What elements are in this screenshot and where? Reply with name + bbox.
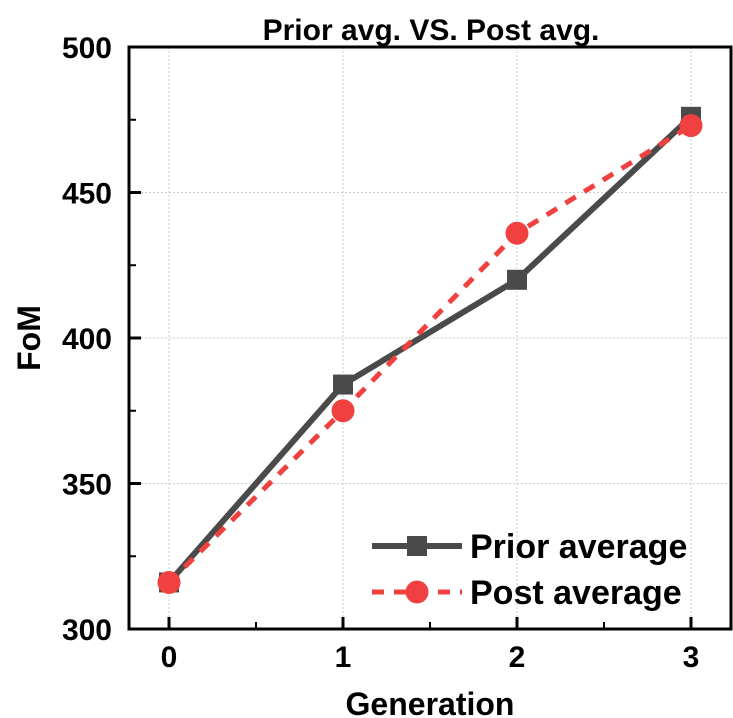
chart-title: Prior avg. VS. Post avg.	[263, 14, 600, 47]
x-tick-label: 1	[335, 641, 352, 674]
legend: Prior average Post average	[372, 528, 687, 612]
series-line-2	[167, 123, 693, 585]
legend-marker-2	[405, 580, 429, 604]
series-group	[157, 106, 703, 594]
y-tick-label: 350	[62, 469, 112, 502]
x-tick-label: 0	[161, 641, 178, 674]
axis-ticks: 300 350 400 450 500 0 1 2 3	[62, 32, 699, 674]
x-tick-label: 3	[683, 641, 700, 674]
data-point-2	[157, 570, 181, 594]
y-axis-label: FoM	[11, 305, 47, 371]
data-point-2	[331, 399, 355, 423]
y-tick-label: 450	[62, 178, 112, 211]
legend-marker-1	[407, 536, 427, 556]
legend-label-2: Post average	[470, 574, 682, 612]
data-point-1	[506, 269, 527, 290]
data-point-2	[679, 114, 703, 138]
y-tick-label: 400	[62, 323, 112, 356]
y-tick-label: 500	[62, 32, 112, 65]
data-point-2	[505, 221, 529, 245]
y-tick-label: 300	[62, 614, 112, 647]
series-line-1	[166, 114, 694, 585]
grid	[129, 47, 731, 629]
x-axis-label: Generation	[346, 686, 515, 718]
data-point-1	[333, 374, 354, 395]
x-tick-label: 2	[509, 641, 526, 674]
legend-label-1: Prior average	[470, 528, 687, 566]
